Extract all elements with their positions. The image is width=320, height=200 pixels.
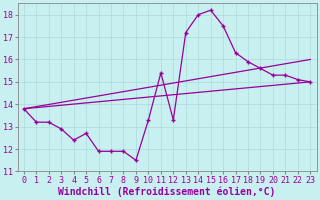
X-axis label: Windchill (Refroidissement éolien,°C): Windchill (Refroidissement éolien,°C) xyxy=(58,186,276,197)
